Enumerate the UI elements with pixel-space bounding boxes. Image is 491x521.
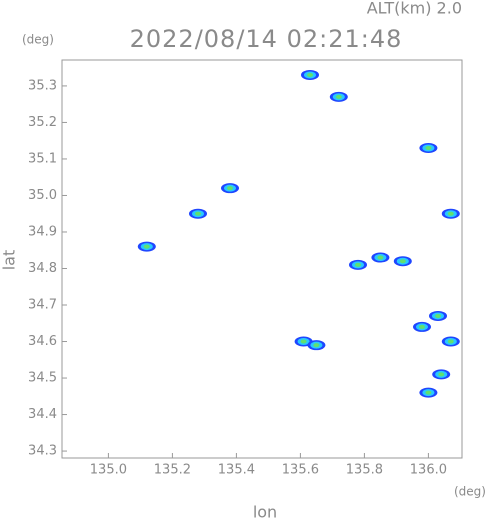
echo-layer [399,259,406,264]
echo-layer [425,390,432,395]
echo [419,387,438,398]
y-tick-label: 35.2 [28,115,57,130]
chart-title: 2022/08/14 02:21:48 [130,25,403,53]
x-unit: (deg) [454,485,486,499]
y-unit: (deg) [22,33,54,47]
echo-layer [313,343,320,348]
echo-layer [307,72,313,77]
x-tick-label: 135.2 [154,463,191,478]
echo-layer [447,211,454,216]
echo [393,256,412,267]
echo-layer [377,255,384,260]
echo-layer [143,244,150,249]
y-tick-label: 34.7 [28,298,57,313]
x-tick-label: 135.4 [218,463,255,478]
x-tick-label: 135.6 [282,463,319,478]
y-tick-label: 34.4 [28,407,57,422]
echo [349,259,367,270]
subtitle: ALT(km) 2.0 [367,0,462,18]
plot-frame [61,59,463,459]
y-tick-label: 34.5 [28,371,57,386]
echo [329,91,348,102]
echo [137,241,156,252]
echo [189,208,207,219]
y-tick-label: 35.0 [28,188,57,203]
echo-layer [419,324,425,329]
echo [413,321,431,332]
echo [371,252,390,263]
y-tick-label: 34.9 [28,224,57,239]
x-tick-label: 135.8 [346,463,383,478]
y-axis-label: lat [0,250,19,271]
echo [301,69,319,80]
echo-layer [227,186,233,191]
echo-layer [447,339,454,344]
y-tick-label: 34.8 [28,261,57,276]
y-tick-label: 34.3 [28,444,57,459]
echo [221,183,239,194]
echo-layer [195,211,201,216]
echo-layer [438,372,445,377]
y-tick-label: 34.6 [28,334,57,349]
x-tick-label: 136.0 [410,463,447,478]
y-tick-label: 35.1 [28,151,57,166]
echo [429,310,447,321]
echo [432,369,451,380]
echo [419,142,438,153]
echo-layer [335,94,342,99]
x-axis-label: lon [253,503,277,521]
echo [307,340,326,351]
echo [441,336,460,347]
echo-layer [300,339,307,344]
echo-layer [435,313,441,318]
echo-layer [425,145,432,150]
echo [441,208,460,219]
x-tick-label: 135.0 [90,463,127,478]
y-tick-label: 35.3 [28,78,57,93]
echo-layer [355,262,361,267]
